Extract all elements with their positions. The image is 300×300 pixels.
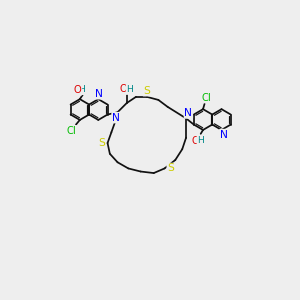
- Text: S: S: [143, 86, 150, 96]
- Text: O: O: [74, 85, 81, 95]
- Text: H: H: [78, 85, 85, 94]
- Text: H: H: [126, 85, 133, 94]
- Text: N: N: [112, 112, 120, 123]
- Text: S: S: [98, 138, 105, 148]
- Text: S: S: [167, 164, 174, 173]
- Text: N: N: [184, 108, 192, 118]
- Text: Cl: Cl: [67, 126, 76, 136]
- Text: O: O: [120, 84, 128, 94]
- Text: Cl: Cl: [201, 93, 211, 103]
- Text: N: N: [220, 130, 228, 140]
- Text: H: H: [197, 136, 204, 145]
- Text: O: O: [191, 136, 199, 146]
- Text: N: N: [95, 89, 103, 99]
